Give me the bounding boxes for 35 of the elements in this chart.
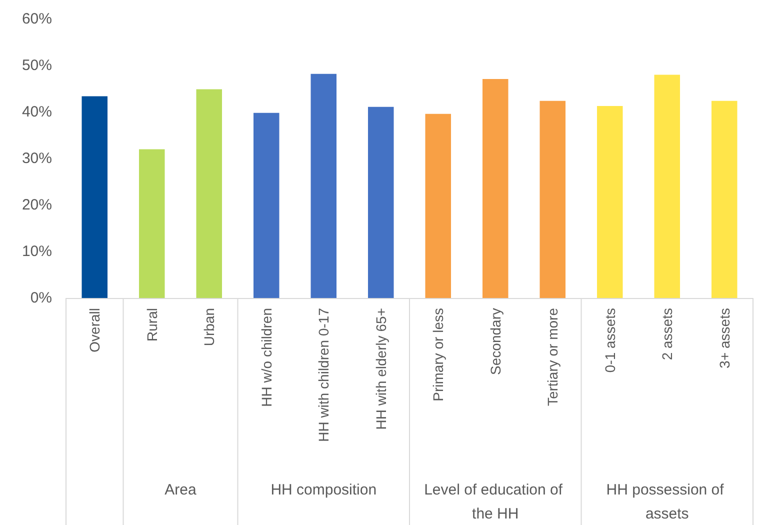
x-tick-label: Urban <box>201 308 218 346</box>
y-tick-label: 10% <box>22 243 52 260</box>
y-tick-label: 0% <box>30 290 52 306</box>
bar <box>253 112 280 298</box>
bar <box>368 106 394 298</box>
x-tick-label: Secondary <box>487 308 504 375</box>
x-tick-label: 0-1 assets <box>602 308 618 373</box>
y-tick-label: 50% <box>22 57 52 74</box>
x-tick-label: HH with children 0-17 <box>316 308 332 442</box>
y-tick-label: 60% <box>22 10 52 28</box>
text: Area <box>164 482 197 498</box>
bar <box>425 114 452 298</box>
bar <box>482 78 508 298</box>
text: Level of education of the HH <box>424 482 567 522</box>
bar <box>138 149 165 298</box>
bar <box>196 89 222 298</box>
text: HH possession of assets <box>606 482 728 522</box>
bar <box>82 96 108 298</box>
bar <box>654 74 680 298</box>
bar <box>711 100 738 298</box>
y-tick-label: 20% <box>22 196 52 214</box>
x-tick-label: Primary or less <box>430 308 446 402</box>
x-tick-label: Rural <box>144 308 160 342</box>
x-tick-label: Overall <box>86 308 103 352</box>
y-tick-label: 40% <box>22 104 52 120</box>
x-tick-label: HH with elderly 65+ <box>372 308 389 430</box>
x-tick-label: 3+ assets <box>716 308 732 368</box>
x-tick-label: Tertiary or more <box>544 308 561 406</box>
x-tick-label: 2 assets <box>659 308 676 360</box>
bar <box>540 100 566 298</box>
y-tick-label: 30% <box>22 150 52 167</box>
bar <box>310 74 337 298</box>
x-tick-label: HH w/o children <box>258 308 274 407</box>
bar <box>596 106 623 298</box>
text: HH composition <box>270 482 377 498</box>
